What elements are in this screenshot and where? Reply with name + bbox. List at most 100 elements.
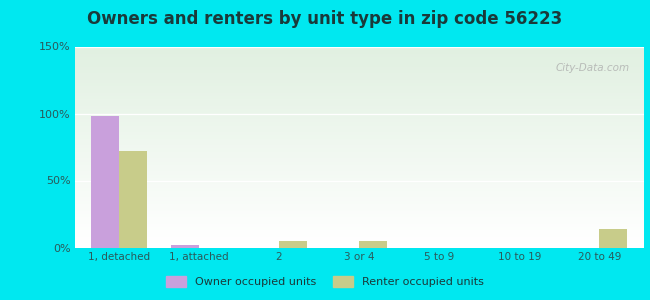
Bar (75, 61, 644, 63)
Bar (75, 91, 644, 92)
Bar (75, 88, 644, 89)
Bar (75, 197, 644, 198)
Bar (75, 173, 644, 174)
Bar (75, 220, 644, 221)
Bar (75, 81, 644, 82)
Bar (75, 120, 644, 121)
Bar (75, 119, 644, 120)
Bar (75, 52, 644, 53)
Bar (75, 127, 644, 128)
Bar (75, 227, 644, 228)
Bar (75, 226, 644, 227)
Bar (75, 69, 644, 70)
Bar (75, 89, 644, 90)
Bar (75, 176, 644, 177)
Bar (75, 200, 644, 201)
Bar (75, 228, 644, 230)
Bar (75, 147, 644, 148)
Bar (75, 175, 644, 176)
Bar (75, 140, 644, 141)
Text: City-Data.com: City-Data.com (555, 63, 629, 73)
Bar (75, 184, 644, 185)
Bar (75, 174, 644, 175)
Bar (75, 171, 644, 172)
Bar (75, 232, 644, 233)
Bar (75, 87, 644, 88)
Bar (75, 166, 644, 167)
Bar (75, 233, 644, 234)
Bar (75, 238, 644, 239)
Bar (75, 90, 644, 91)
Bar (75, 84, 644, 85)
Bar (75, 55, 644, 56)
Bar (75, 99, 644, 100)
Bar (75, 124, 644, 125)
Bar (75, 70, 644, 72)
Bar (75, 141, 644, 142)
Bar (75, 191, 644, 192)
Bar (75, 115, 644, 116)
Bar (75, 105, 644, 106)
Bar (75, 60, 644, 61)
Bar (75, 160, 644, 161)
Bar (75, 149, 644, 150)
Bar (75, 152, 644, 153)
Bar (75, 151, 644, 152)
Bar (75, 75, 644, 76)
Bar (75, 110, 644, 111)
Bar (75, 186, 644, 187)
Bar (75, 145, 644, 146)
Bar (75, 50, 644, 52)
Bar (75, 236, 644, 238)
Bar (75, 108, 644, 109)
Bar (75, 172, 644, 173)
Bar (75, 117, 644, 118)
Bar (75, 165, 644, 166)
Bar (75, 158, 644, 159)
Bar (75, 247, 644, 248)
Bar (75, 74, 644, 75)
Bar (75, 231, 644, 232)
Bar (75, 47, 644, 49)
Bar (119, 151, 147, 248)
Bar (75, 204, 644, 205)
Bar (75, 111, 644, 112)
Bar (75, 56, 644, 58)
Bar (75, 198, 644, 199)
Bar (75, 80, 644, 81)
Bar (75, 245, 644, 247)
Bar (75, 86, 644, 87)
Bar (75, 118, 644, 119)
Bar (75, 49, 644, 50)
Bar (75, 95, 644, 96)
Bar (75, 195, 644, 196)
Bar (75, 203, 644, 204)
Bar (75, 217, 644, 218)
Bar (75, 210, 644, 211)
Bar (75, 146, 644, 147)
Bar (75, 238, 644, 239)
Bar (75, 76, 644, 78)
Bar (75, 164, 644, 165)
Bar (75, 92, 644, 93)
Bar (599, 229, 627, 247)
Bar (75, 137, 644, 138)
Bar (75, 224, 644, 225)
Bar (359, 241, 387, 247)
Bar (75, 136, 644, 137)
Bar (75, 64, 644, 66)
Bar (75, 104, 644, 105)
Bar (75, 98, 644, 99)
Bar (75, 222, 644, 224)
Bar (75, 159, 644, 160)
Bar (75, 150, 644, 151)
Bar (75, 125, 644, 126)
Bar (75, 143, 644, 144)
Bar (75, 142, 644, 143)
Bar (75, 161, 644, 162)
Bar (75, 185, 644, 186)
Bar (75, 239, 644, 241)
Bar (75, 241, 644, 242)
Bar (75, 199, 644, 200)
Bar (75, 221, 644, 222)
